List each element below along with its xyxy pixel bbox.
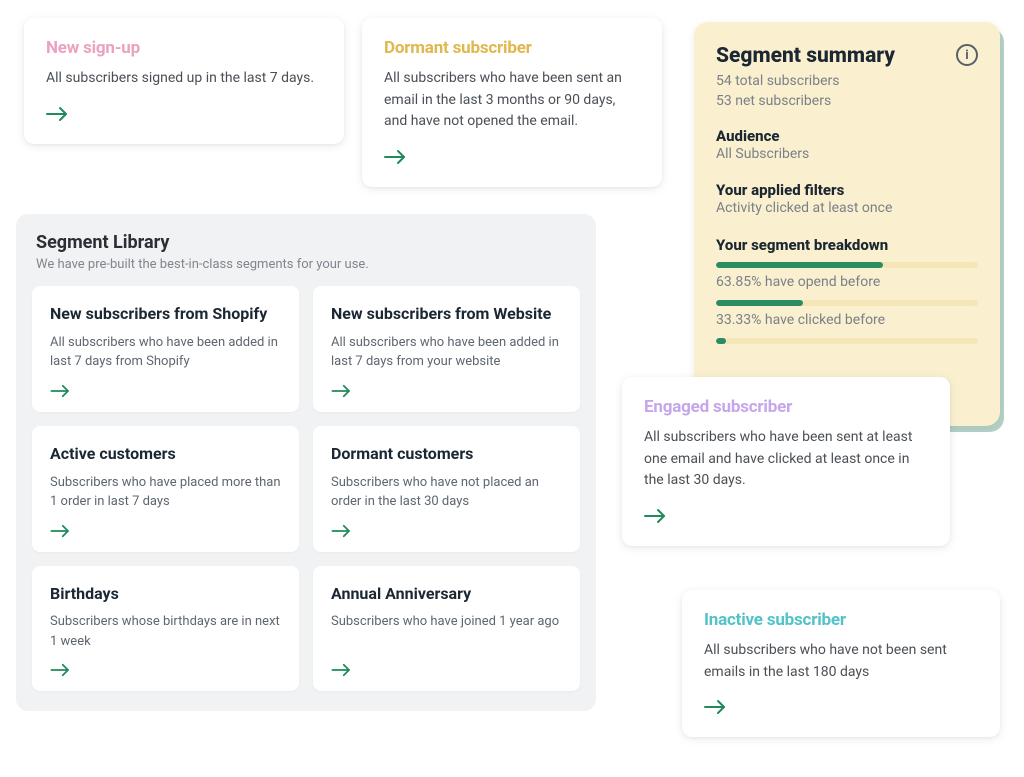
card-title: New sign-up	[46, 38, 322, 58]
card-description: All subscribers signed up in the last 7 …	[46, 68, 322, 90]
open-arrow-button[interactable]	[331, 524, 562, 538]
open-arrow-button[interactable]	[331, 384, 562, 398]
summary-breakdown-label: Your segment breakdown	[716, 236, 978, 254]
library-card[interactable]: Dormant customers Subscribers who have n…	[313, 426, 580, 552]
library-card-description: Subscribers whose birthdays are in next …	[50, 612, 281, 651]
progress-bar	[716, 262, 978, 268]
library-card-title: Birthdays	[50, 584, 281, 605]
card-new-signup: New sign-up All subscribers signed up in…	[24, 18, 344, 144]
breakdown-item	[716, 338, 978, 344]
library-title: Segment Library	[32, 232, 580, 253]
breakdown-label: 63.85% have opend before	[716, 274, 978, 290]
card-description: All subscribers who have not been sent e…	[704, 640, 978, 683]
summary-net: 53 net subscribers	[716, 92, 895, 112]
segment-library-panel: Segment Library We have pre-built the be…	[16, 214, 596, 711]
library-card-description: Subscribers who have placed more than 1 …	[50, 473, 281, 512]
progress-bar	[716, 338, 978, 344]
breakdown-item: 33.33% have clicked before	[716, 300, 978, 328]
library-card[interactable]: Active customers Subscribers who have pl…	[32, 426, 299, 552]
arrow-right-icon	[331, 524, 353, 538]
breakdown-label: 33.33% have clicked before	[716, 312, 978, 328]
library-card-description: Subscribers who have joined 1 year ago	[331, 612, 562, 651]
library-card[interactable]: Birthdays Subscribers whose birthdays ar…	[32, 566, 299, 692]
open-arrow-button[interactable]	[50, 524, 281, 538]
library-card-title: New subscribers from Website	[331, 304, 562, 325]
card-title: Engaged subscriber	[644, 397, 928, 417]
arrow-right-icon	[331, 663, 353, 677]
library-card-title: Dormant customers	[331, 444, 562, 465]
card-description: All subscribers who have been sent at le…	[644, 427, 928, 492]
library-card[interactable]: Annual Anniversary Subscribers who have …	[313, 566, 580, 692]
library-card-title: New subscribers from Shopify	[50, 304, 281, 325]
summary-filters-value: Activity clicked at least once	[716, 199, 978, 219]
card-title: Inactive subscriber	[704, 610, 978, 630]
segment-summary-panel: Segment summary 54 total subscribers 53 …	[694, 22, 1000, 426]
summary-filters-label: Your applied filters	[716, 181, 978, 199]
open-arrow-button[interactable]	[331, 663, 562, 677]
library-card-description: All subscribers who have been added in l…	[50, 333, 281, 372]
summary-audience-label: Audience	[716, 127, 978, 145]
arrow-right-icon	[50, 384, 72, 398]
arrow-right-icon	[704, 699, 728, 715]
arrow-right-icon	[384, 149, 408, 165]
summary-audience-value: All Subscribers	[716, 145, 978, 165]
open-arrow-button[interactable]	[704, 699, 728, 715]
library-card[interactable]: New subscribers from Shopify All subscri…	[32, 286, 299, 412]
card-engaged-subscriber: Engaged subscriber All subscribers who h…	[622, 377, 950, 546]
breakdown-item: 63.85% have opend before	[716, 262, 978, 290]
open-arrow-button[interactable]	[384, 149, 408, 165]
arrow-right-icon	[644, 508, 668, 524]
library-grid: New subscribers from Shopify All subscri…	[32, 286, 580, 691]
arrow-right-icon	[331, 384, 353, 398]
library-card-description: Subscribers who have not placed an order…	[331, 473, 562, 512]
library-card-title: Active customers	[50, 444, 281, 465]
progress-bar	[716, 300, 978, 306]
library-card[interactable]: New subscribers from Website All subscri…	[313, 286, 580, 412]
arrow-right-icon	[46, 106, 70, 122]
card-description: All subscribers who have been sent an em…	[384, 68, 640, 133]
open-arrow-button[interactable]	[46, 106, 70, 122]
library-card-description: All subscribers who have been added in l…	[331, 333, 562, 372]
arrow-right-icon	[50, 524, 72, 538]
card-inactive-subscriber: Inactive subscriber All subscribers who …	[682, 590, 1000, 737]
summary-title: Segment summary	[716, 44, 895, 68]
open-arrow-button[interactable]	[644, 508, 668, 524]
open-arrow-button[interactable]	[50, 384, 281, 398]
card-dormant-subscriber: Dormant subscriber All subscribers who h…	[362, 18, 662, 187]
summary-total: 54 total subscribers	[716, 72, 895, 92]
library-subtitle: We have pre-built the best-in-class segm…	[32, 257, 580, 272]
arrow-right-icon	[50, 663, 72, 677]
library-card-title: Annual Anniversary	[331, 584, 562, 605]
open-arrow-button[interactable]	[50, 663, 281, 677]
card-title: Dormant subscriber	[384, 38, 640, 58]
info-icon[interactable]: i	[956, 44, 978, 66]
